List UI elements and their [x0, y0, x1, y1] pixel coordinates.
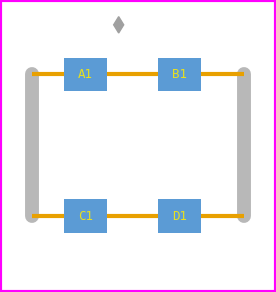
Bar — [64, 58, 107, 91]
Text: B1: B1 — [172, 68, 187, 81]
Bar — [64, 199, 107, 233]
Polygon shape — [114, 17, 124, 33]
Bar — [158, 199, 201, 233]
Text: A1: A1 — [78, 68, 93, 81]
Text: D1: D1 — [172, 210, 187, 223]
Text: C1: C1 — [78, 210, 93, 223]
Bar — [158, 58, 201, 91]
